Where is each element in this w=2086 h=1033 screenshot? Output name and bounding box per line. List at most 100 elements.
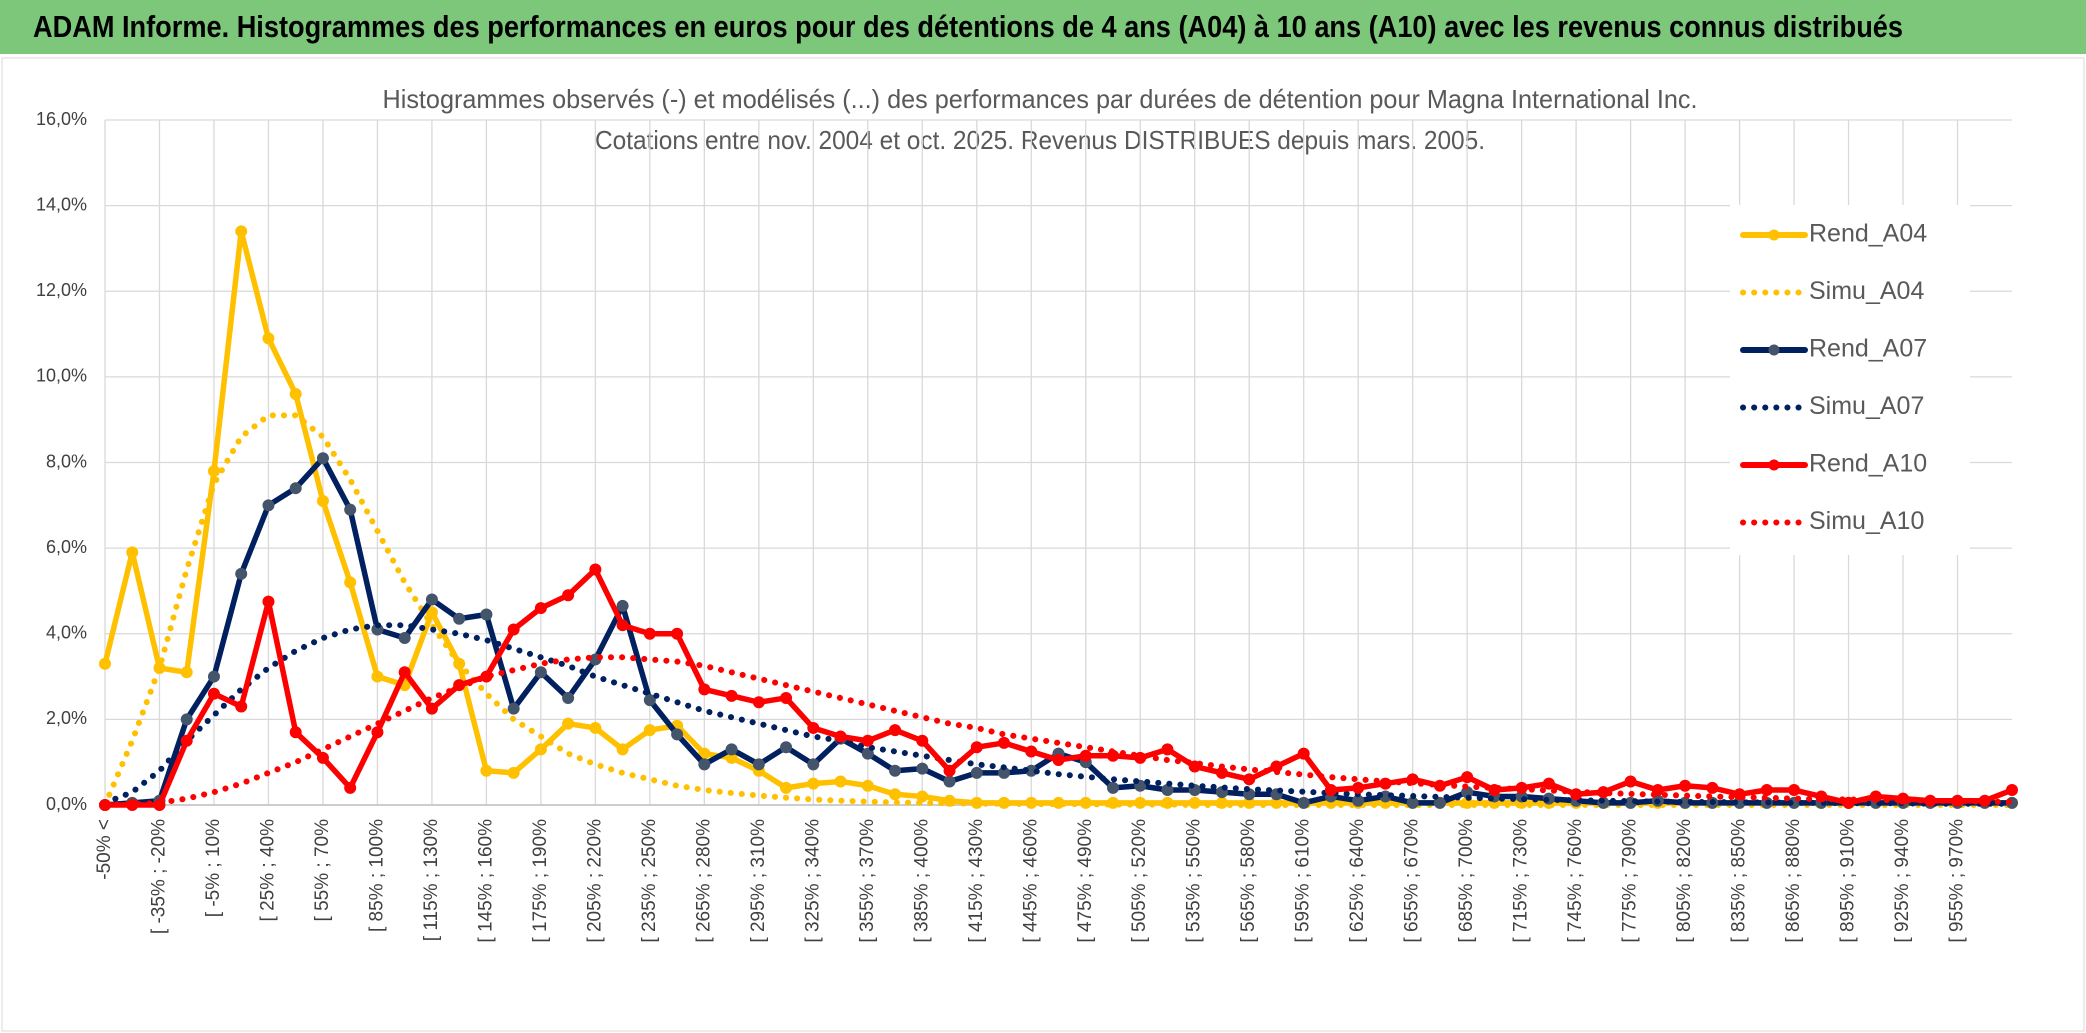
point [807, 721, 820, 734]
x-tick-label: [ 955% ; 970% [1947, 819, 1968, 943]
point [807, 758, 820, 771]
point [589, 563, 602, 576]
x-tick-label: [ 385% ; 400% [911, 819, 932, 943]
point [289, 482, 302, 495]
point [725, 689, 738, 702]
point [970, 741, 983, 754]
point [889, 788, 902, 801]
point [289, 388, 302, 400]
point [235, 225, 248, 238]
point [1079, 749, 1092, 762]
point [507, 623, 520, 636]
point [616, 619, 629, 632]
y-tick-label: 4,0% [46, 623, 87, 643]
point [316, 495, 329, 508]
legend-label: Rend_A04 [1809, 220, 1927, 248]
x-tick-label: [ -35% ; -20% [149, 819, 170, 934]
legend-marker [1768, 459, 1780, 471]
point [1433, 796, 1446, 809]
point [643, 694, 656, 707]
point [970, 766, 983, 779]
point [780, 691, 793, 704]
x-tick-label: [ 415% ; 430% [966, 819, 987, 943]
x-tick-label: [ 115% ; 130% [421, 819, 442, 941]
point [207, 687, 220, 700]
x-tick-label: [ 235% ; 250% [639, 819, 660, 943]
point [698, 683, 711, 696]
point [371, 726, 384, 739]
legend-background [1730, 205, 1970, 555]
x-tick-label: [ 85% ; 100% [366, 819, 387, 932]
point [1161, 743, 1174, 756]
point [316, 751, 329, 764]
legend-label: Simu_A07 [1809, 392, 1924, 420]
point [861, 779, 874, 792]
point [643, 724, 656, 737]
point [916, 734, 929, 747]
y-tick-label: 8,0% [46, 451, 87, 471]
x-tick-label: [ 505% ; 520% [1129, 819, 1150, 943]
point [262, 499, 275, 512]
point [207, 670, 220, 683]
banner-title: ADAM Informe. Histogrammes des performan… [33, 9, 1903, 44]
point [562, 717, 575, 730]
point [1324, 784, 1337, 797]
point [643, 627, 656, 640]
point [480, 764, 493, 777]
point [480, 608, 493, 621]
model-line [102, 622, 2015, 807]
x-tick-label: [ 745% ; 760% [1565, 819, 1586, 943]
x-tick-label: [ 145% ; 160% [475, 819, 496, 943]
point [507, 702, 520, 715]
point [562, 691, 575, 704]
point [180, 734, 193, 747]
point [1706, 781, 1719, 794]
point [998, 736, 1011, 749]
x-tick-label: [ 205% ; 220% [584, 819, 605, 943]
point [99, 657, 111, 670]
point [671, 627, 684, 640]
x-tick-label: [ 475% ; 490% [1075, 819, 1096, 943]
chart-title: Histogrammes observés (-) et modélisés (… [383, 84, 1698, 114]
point [262, 595, 275, 608]
x-tick-label: [ 445% ; 460% [1020, 819, 1041, 943]
legend-label: Simu_A10 [1809, 507, 1924, 535]
point [1106, 781, 1119, 794]
point [1161, 784, 1174, 797]
point [1243, 773, 1256, 786]
x-tick-label: [ 655% ; 670% [1402, 819, 1423, 943]
y-tick-label: 10,0% [36, 366, 87, 386]
chart-subtitle: Cotations entre nov. 2004 et oct. 2025. … [595, 125, 1485, 155]
x-tick-label: [ 895% ; 910% [1838, 819, 1859, 943]
point [1679, 779, 1692, 792]
y-tick-label: 14,0% [36, 194, 87, 214]
point [1624, 775, 1637, 788]
x-tick-label: [ 355% ; 370% [857, 819, 878, 943]
point [534, 602, 547, 615]
y-tick-label: 12,0% [36, 280, 87, 300]
point [752, 696, 765, 709]
point [916, 790, 929, 803]
observed-line [102, 566, 2015, 808]
point [1025, 745, 1038, 758]
x-tick-label: [ 565% ; 580% [1238, 819, 1259, 943]
point [344, 503, 357, 516]
y-tick-label: 2,0% [46, 708, 87, 728]
point [398, 666, 411, 679]
point [371, 670, 384, 683]
x-tick-label: [ 805% ; 820% [1674, 819, 1695, 943]
model-line [102, 654, 2015, 808]
point [725, 743, 738, 756]
point [698, 758, 711, 771]
point [180, 666, 193, 679]
point [1297, 796, 1310, 809]
legend-label: Rend_A07 [1809, 335, 1927, 363]
point [316, 452, 329, 465]
point [589, 721, 602, 734]
point [453, 612, 466, 625]
x-tick-label: [ 685% ; 700% [1456, 819, 1477, 943]
point [425, 702, 438, 715]
point [780, 781, 793, 794]
point [834, 730, 847, 743]
x-tick-label: [ 595% ; 610% [1293, 819, 1314, 943]
